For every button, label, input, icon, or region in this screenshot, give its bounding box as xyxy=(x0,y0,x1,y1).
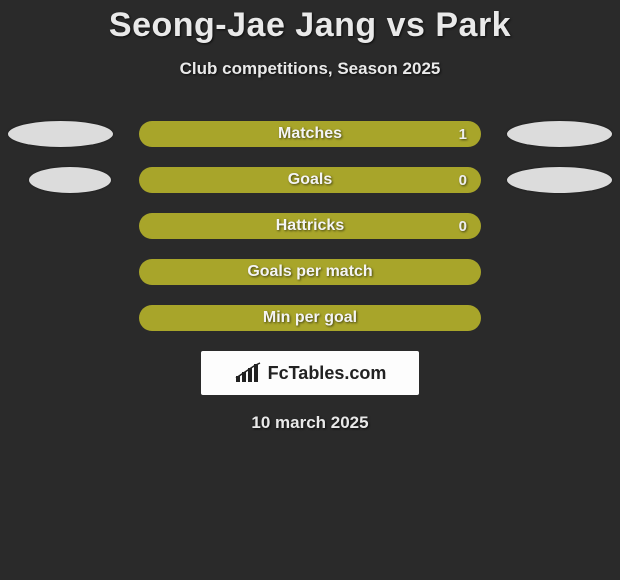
stat-row: Goals 0 xyxy=(0,167,620,193)
stat-bar: Matches 1 xyxy=(139,121,481,147)
stat-row: Min per goal xyxy=(0,305,620,331)
brand-text: FcTables.com xyxy=(268,363,387,384)
stat-label: Goals per match xyxy=(139,263,481,281)
date: 10 march 2025 xyxy=(0,413,620,433)
subtitle: Club competitions, Season 2025 xyxy=(0,59,620,79)
page-title: Seong-Jae Jang vs Park xyxy=(0,0,620,45)
brand-box: FcTables.com xyxy=(201,351,419,395)
stat-label: Matches xyxy=(139,125,481,143)
stat-label: Hattricks xyxy=(139,217,481,235)
stat-value: 0 xyxy=(459,172,467,189)
stat-value: 0 xyxy=(459,218,467,235)
stat-row: Hattricks 0 xyxy=(0,213,620,239)
right-ellipse xyxy=(507,167,612,193)
stat-bar: Goals 0 xyxy=(139,167,481,193)
stat-value: 1 xyxy=(459,126,467,143)
stat-row: Goals per match xyxy=(0,259,620,285)
stat-bar: Min per goal xyxy=(139,305,481,331)
stat-row: Matches 1 xyxy=(0,121,620,147)
left-ellipse xyxy=(29,167,111,193)
left-ellipse xyxy=(8,121,113,147)
stat-label: Min per goal xyxy=(139,309,481,327)
stat-bar: Hattricks 0 xyxy=(139,213,481,239)
stat-bar: Goals per match xyxy=(139,259,481,285)
stat-label: Goals xyxy=(139,171,481,189)
brand-chart-icon xyxy=(234,362,262,384)
right-ellipse xyxy=(507,121,612,147)
stat-rows: Matches 1 Goals 0 Hattricks 0 Goals per … xyxy=(0,121,620,331)
